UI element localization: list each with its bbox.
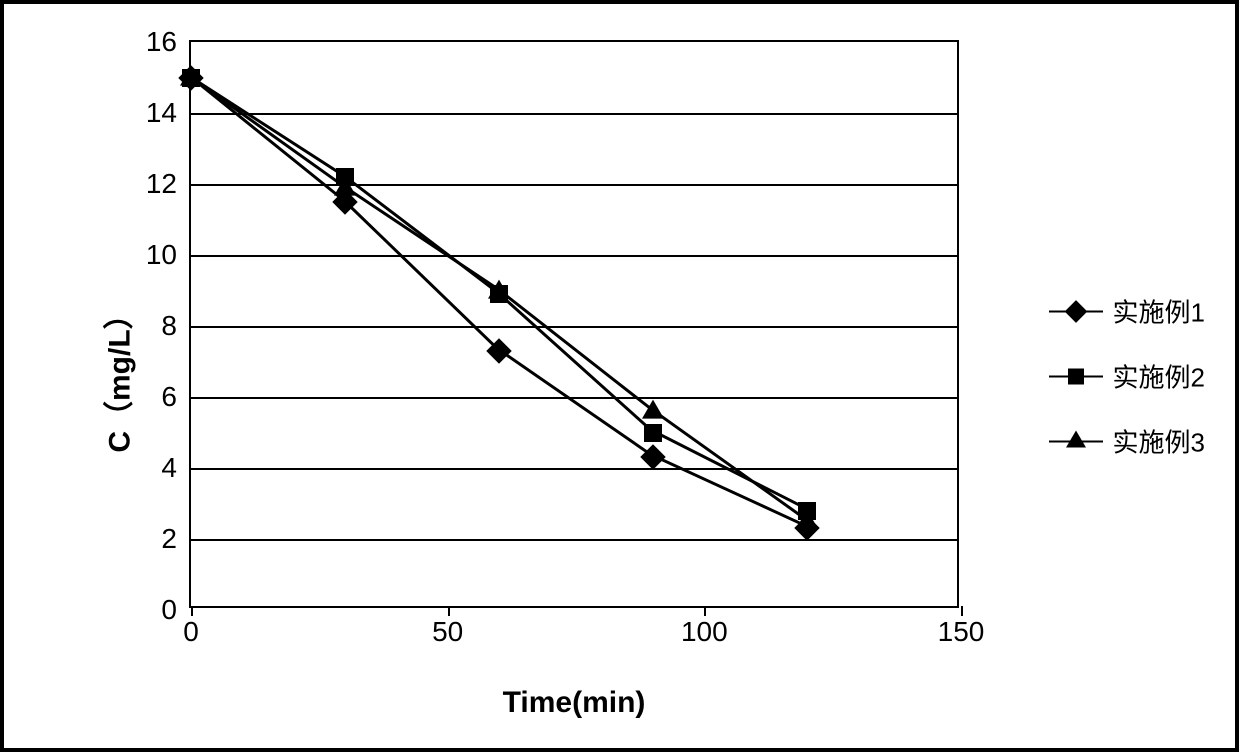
- data-point-triangle: [642, 400, 664, 419]
- legend-swatch: [1049, 440, 1103, 442]
- gridline-y: [191, 397, 957, 399]
- data-point-square: [644, 424, 662, 442]
- y-tick-label: 10: [146, 239, 191, 271]
- chart-container: 0246810121416050100150 C（mg/L） Time(min)…: [0, 0, 1239, 752]
- triangle-icon: [1066, 431, 1086, 448]
- plot-area: 0246810121416050100150: [189, 40, 959, 608]
- y-tick-label: 8: [161, 310, 191, 342]
- x-tick-label: 150: [938, 606, 985, 648]
- gridline-y: [191, 326, 957, 328]
- legend-item: 实施例3: [1049, 423, 1205, 460]
- x-tick-label: 50: [432, 606, 463, 648]
- data-point-triangle: [180, 66, 202, 85]
- data-point-triangle: [488, 279, 510, 298]
- y-tick-label: 2: [161, 523, 191, 555]
- legend-swatch: [1049, 310, 1103, 312]
- legend: 实施例1 实施例2 实施例3: [1049, 293, 1205, 460]
- legend-label: 实施例1: [1113, 293, 1205, 330]
- y-tick-label: 4: [161, 452, 191, 484]
- gridline-y: [191, 113, 957, 115]
- diamond-icon: [1064, 300, 1087, 323]
- square-icon: [1068, 368, 1084, 384]
- y-tick-label: 16: [146, 26, 191, 58]
- data-point-triangle: [334, 176, 356, 195]
- legend-item: 实施例2: [1049, 358, 1205, 395]
- y-tick-label: 6: [161, 381, 191, 413]
- gridline-y: [191, 184, 957, 186]
- x-tick-label: 0: [183, 606, 199, 648]
- legend-label: 实施例3: [1113, 423, 1205, 460]
- series-lines: [191, 42, 957, 606]
- legend-item: 实施例1: [1049, 293, 1205, 330]
- gridline-y: [191, 539, 957, 541]
- x-tick-label: 100: [681, 606, 728, 648]
- y-tick-label: 14: [146, 97, 191, 129]
- legend-swatch: [1049, 375, 1103, 377]
- gridline-y: [191, 255, 957, 257]
- data-point-triangle: [796, 510, 818, 529]
- y-tick-label: 12: [146, 168, 191, 200]
- legend-label: 实施例2: [1113, 358, 1205, 395]
- x-axis-label: Time(min): [503, 686, 646, 720]
- y-axis-label: C（mg/L）: [95, 299, 139, 452]
- gridline-y: [191, 468, 957, 470]
